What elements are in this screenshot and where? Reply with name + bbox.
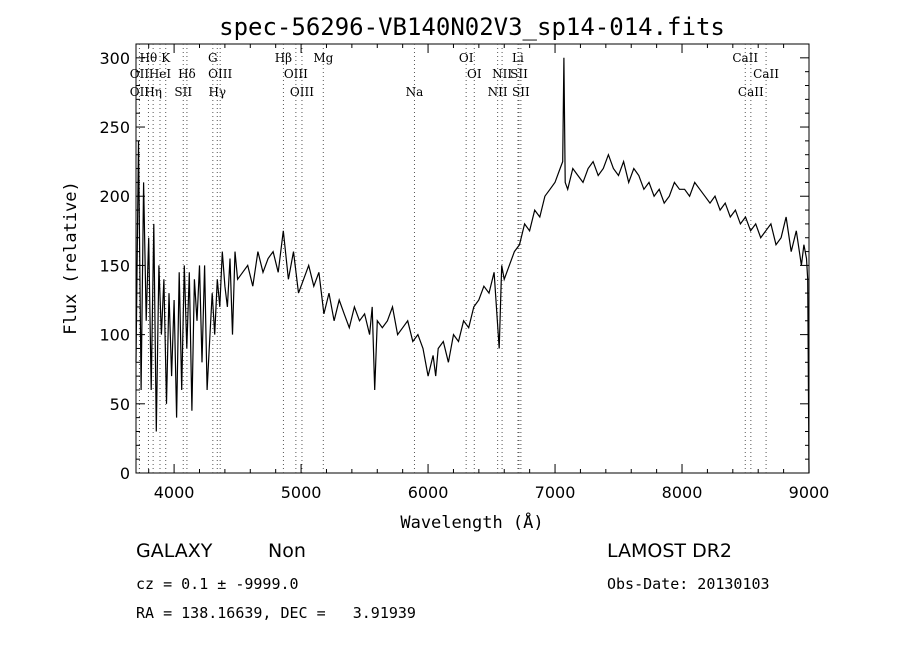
line-marker-label: Hβ [275,51,292,65]
line-marker-label: Hδ [178,67,196,81]
y-tick-label: 0 [120,464,130,483]
x-tick-label: 9000 [789,483,830,502]
observation-date: Obs-Date: 20130103 [607,575,770,593]
line-marker-label: Hθ [140,51,158,65]
survey-name: LAMOST DR2 [607,540,732,562]
line-marker-label: OII [130,85,150,99]
y-tick-label: 200 [99,187,130,206]
line-marker-label: OI [467,67,482,81]
line-marker-label: CaII [732,51,758,65]
plot-frame [135,43,810,474]
x-axis-label: Wavelength (Å) [400,511,543,533]
x-tick-label: 5000 [281,483,322,502]
line-marker-label: K [161,51,171,65]
spectrum-series-line [135,57,810,474]
line-marker-label: OIII [208,67,232,81]
line-marker-label: OII [130,67,150,81]
y-tick-label: 150 [99,256,130,275]
line-marker-label: Hγ [208,85,226,99]
line-marker-label: OI [459,51,474,65]
y-tick-label: 300 [99,49,130,68]
x-tick-label: 6000 [408,483,449,502]
x-tick-label: 8000 [662,483,703,502]
line-marker-label: OIII [290,85,314,99]
line-marker-label: G [208,51,218,65]
line-marker-label: SII [512,85,530,99]
line-marker-label: Na [406,85,424,99]
line-marker-label: CaII [738,85,764,99]
y-tick-label: 250 [99,118,130,137]
line-marker-label: SII [510,67,528,81]
line-marker-label: SII [174,85,192,99]
line-marker-label: Mg [313,51,333,65]
chart-title: spec-56296-VB140N02V3_sp14-014.fits [219,13,725,41]
line-marker-label: Hη [144,85,162,99]
y-tick-label: 50 [110,395,130,414]
line-marker-label: NII [488,85,508,99]
x-tick-label: 4000 [154,483,195,502]
redshift-readout: cz = 0.1 ± -9999.0 [136,575,299,593]
coordinates-readout: RA = 138.16639, DEC = 3.91939 [136,604,416,622]
axis-ticks: 4000 5000 6000 7000 8000 9000 0 50 100 150 200 250 3… [99,44,829,502]
line-marker-label: HeI [149,67,172,81]
x-tick-label: 7000 [535,483,576,502]
line-marker-label: NII [492,67,512,81]
line-marker-label: OIII [284,67,308,81]
object-class: GALAXY [136,540,213,562]
y-axis-label: Flux (relative) [61,181,81,335]
object-subclass: Non [268,540,306,562]
y-tick-label: 100 [99,326,130,345]
line-marker-label: Li [512,51,524,65]
line-marker-label: CaII [753,67,779,81]
